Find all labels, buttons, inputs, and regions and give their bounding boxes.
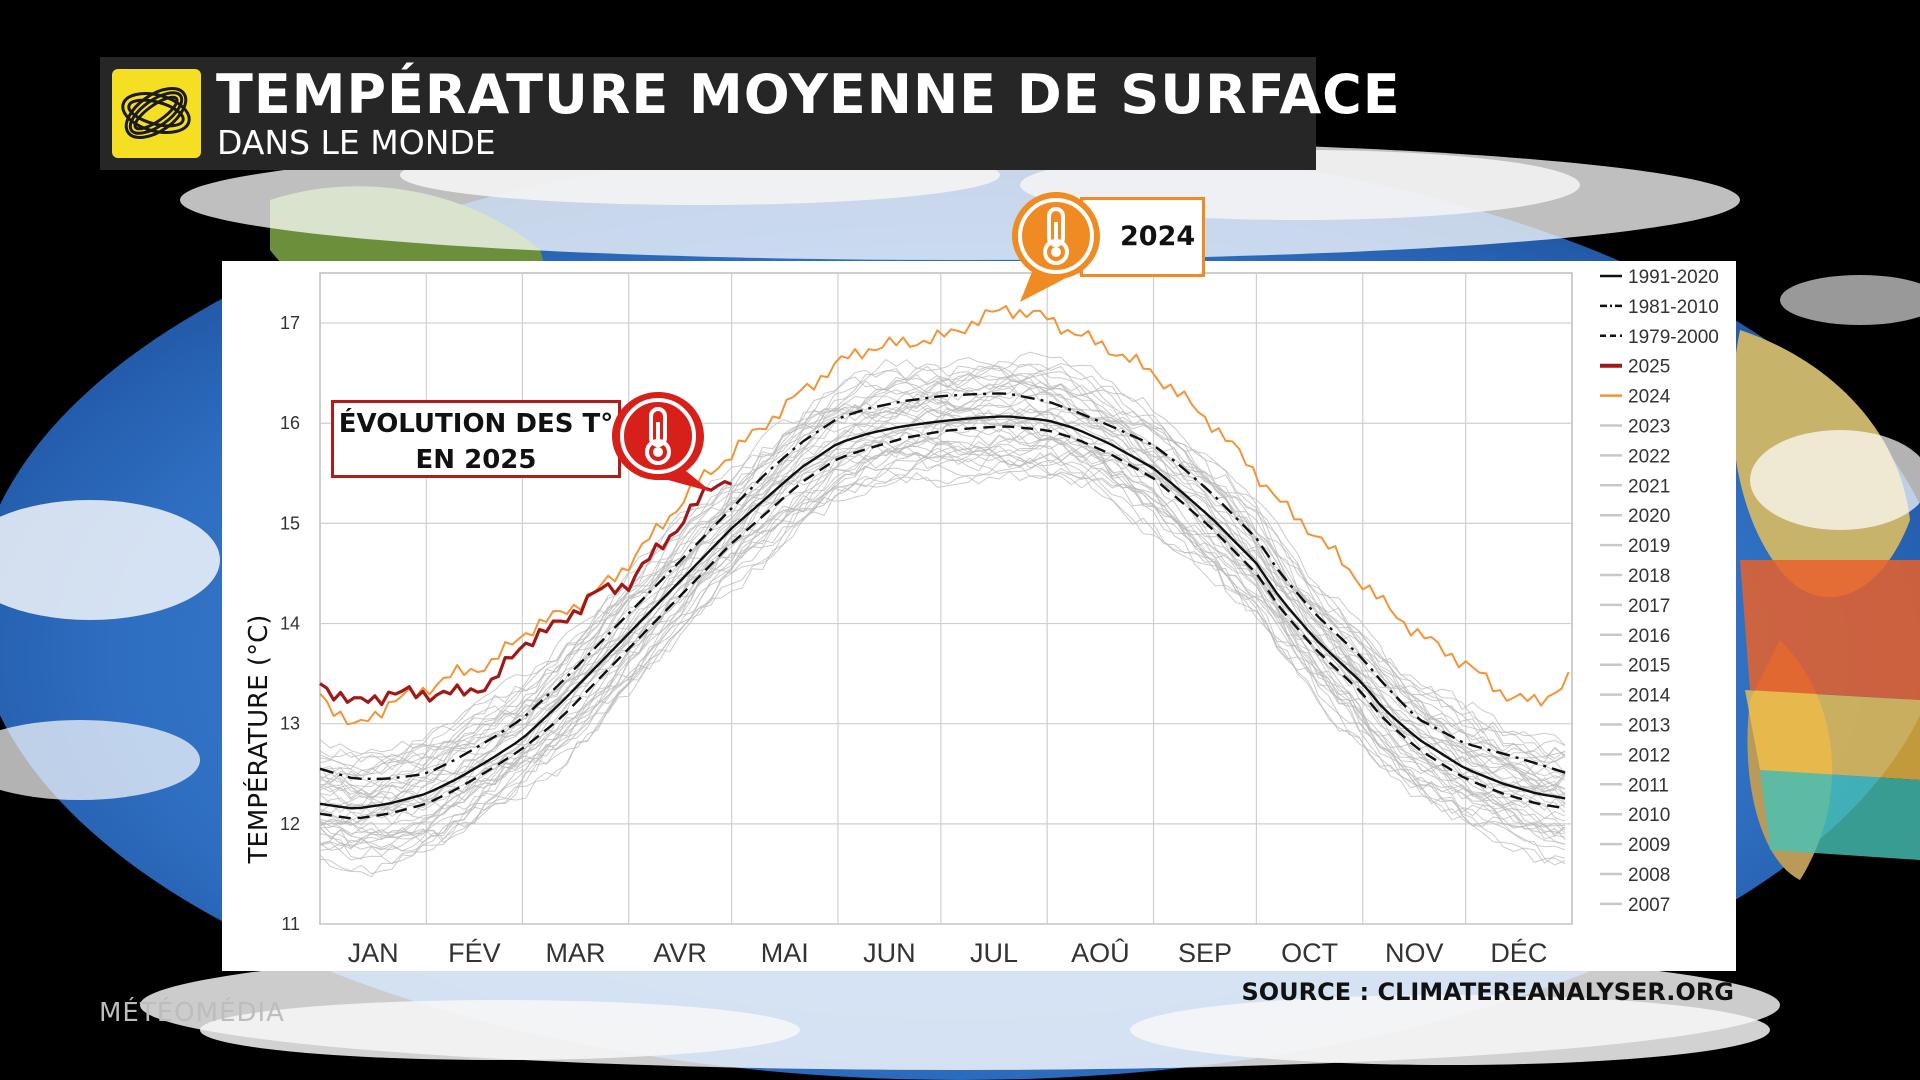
y-tick-label: 17 [280,313,300,333]
historical-year-line [319,389,1566,789]
legend-label: 2024 [1628,387,1671,408]
historical-year-line [319,356,1566,764]
legend-label: 2014 [1628,686,1671,707]
historical-year-line [319,404,1566,827]
y-tick-label: 15 [280,513,300,533]
historical-year-line [319,360,1566,782]
historical-year-line [319,457,1566,878]
historical-year-line [319,451,1566,875]
legend-label: 2022 [1628,446,1670,467]
legend-label: 1991-2020 [1628,267,1719,288]
y-tick-label: 13 [280,714,300,734]
page-subtitle: DANS LE MONDE [217,123,496,162]
source-label: SOURCE : CLIMATEREANALYSER.ORG [1241,978,1734,1006]
legend-label: 2018 [1628,566,1670,587]
thermometer-icon [1012,192,1100,302]
historical-year-line [319,421,1566,829]
x-tick-label: FÉV [448,938,501,968]
historical-year-line [319,351,1566,775]
brand-watermark: MÉTÉOMÉDIA [99,998,285,1028]
chart-panel: 11 12 13 14 15 16 17 JAN FÉV MAR AVR MAI JUN JUL AOÛ S… [222,261,1736,971]
legend-label: 2017 [1628,596,1670,617]
historical-year-line [319,369,1566,788]
x-tick-label: JAN [348,938,399,968]
x-tick-label: OCT [1281,938,1338,968]
series-layer [319,305,1570,820]
historical-year-line [319,370,1566,777]
series-line-2025 [319,480,733,707]
page-title: TEMPÉRATURE MOYENNE DE SURFACE [216,63,1401,126]
callout-2025-line2: EN 2025 [415,445,537,475]
x-tick-label: DÉC [1490,938,1547,968]
x-tick-label: AVR [653,938,707,968]
x-ticks: JAN FÉV MAR AVR MAI JUN JUL AOÛ SEP OCT NOV DÉC [348,937,1548,968]
series-line-2024 [319,305,1570,726]
title-panel: TEMPÉRATURE MOYENNE DE SURFACE DANS LE M… [100,57,1400,170]
x-tick-label: AOÛ [1071,937,1130,968]
grid-layer [319,272,1573,925]
historical-year-line [319,392,1566,814]
callout-2025-line1: ÉVOLUTION DES T° [338,409,614,439]
thermometer-icon [612,392,712,492]
series-line-1981-2010 [319,392,1566,780]
historical-year-line [319,428,1566,837]
legend-label: 2019 [1628,536,1670,557]
x-tick-label: SEP [1178,938,1232,968]
legend-label: 2010 [1628,805,1670,826]
legend-label: 1979-2000 [1628,327,1719,348]
x-tick-label: JUL [970,938,1018,968]
legend-label: 1981-2010 [1628,297,1719,318]
legend: 1991-2020 1981-2010 1979-2000 2025 2024 2023 2… [1600,267,1719,916]
y-axis-title: TEMPÉRATURE (°C) [242,615,274,865]
series-line-1979-2000 [319,425,1566,820]
legend-label: 2012 [1628,745,1670,766]
swirl-logo-icon [112,69,201,158]
legend-label: 2013 [1628,716,1670,737]
y-tick-label: 12 [280,814,300,834]
historical-year-line [319,387,1566,811]
historical-year-line [319,441,1566,860]
legend-label: 2016 [1628,626,1670,647]
temperature-chart: 11 12 13 14 15 16 17 JAN FÉV MAR AVR MAI JUN JUL AOÛ S… [242,267,1719,968]
historical-year-line [319,365,1566,771]
callout-2024: 2024 [1080,197,1205,277]
y-tick-label: 14 [280,614,300,634]
x-tick-label: MAR [546,938,606,968]
historical-year-line [319,459,1566,865]
legend-label: 2007 [1628,895,1670,916]
historical-year-line [319,425,1566,844]
legend-label: 2015 [1628,656,1670,677]
callout-2024-label: 2024 [1120,221,1196,252]
legend-label: 2011 [1628,775,1669,796]
x-tick-label: NOV [1385,938,1444,968]
historical-year-line [319,372,1566,799]
series-line-1991-2020 [319,415,1566,810]
legend-label: 2008 [1628,865,1670,886]
y-ticks: 11 12 13 14 15 16 17 [280,313,300,934]
legend-label: 2020 [1628,506,1670,527]
legend-label: 2025 [1628,357,1670,378]
historical-year-line [319,375,1566,789]
historical-year-line [319,418,1566,835]
historical-year-line [319,358,1566,764]
y-tick-label: 11 [281,914,300,934]
legend-label: 2023 [1628,417,1670,438]
historical-year-line [319,374,1566,795]
x-tick-label: MAI [761,938,809,968]
y-tick-label: 16 [280,413,300,433]
x-tick-label: JUN [863,938,916,968]
legend-label: 2021 [1628,476,1670,497]
callout-2025: ÉVOLUTION DES T° EN 2025 [331,400,621,478]
legend-label: 2009 [1628,835,1670,856]
